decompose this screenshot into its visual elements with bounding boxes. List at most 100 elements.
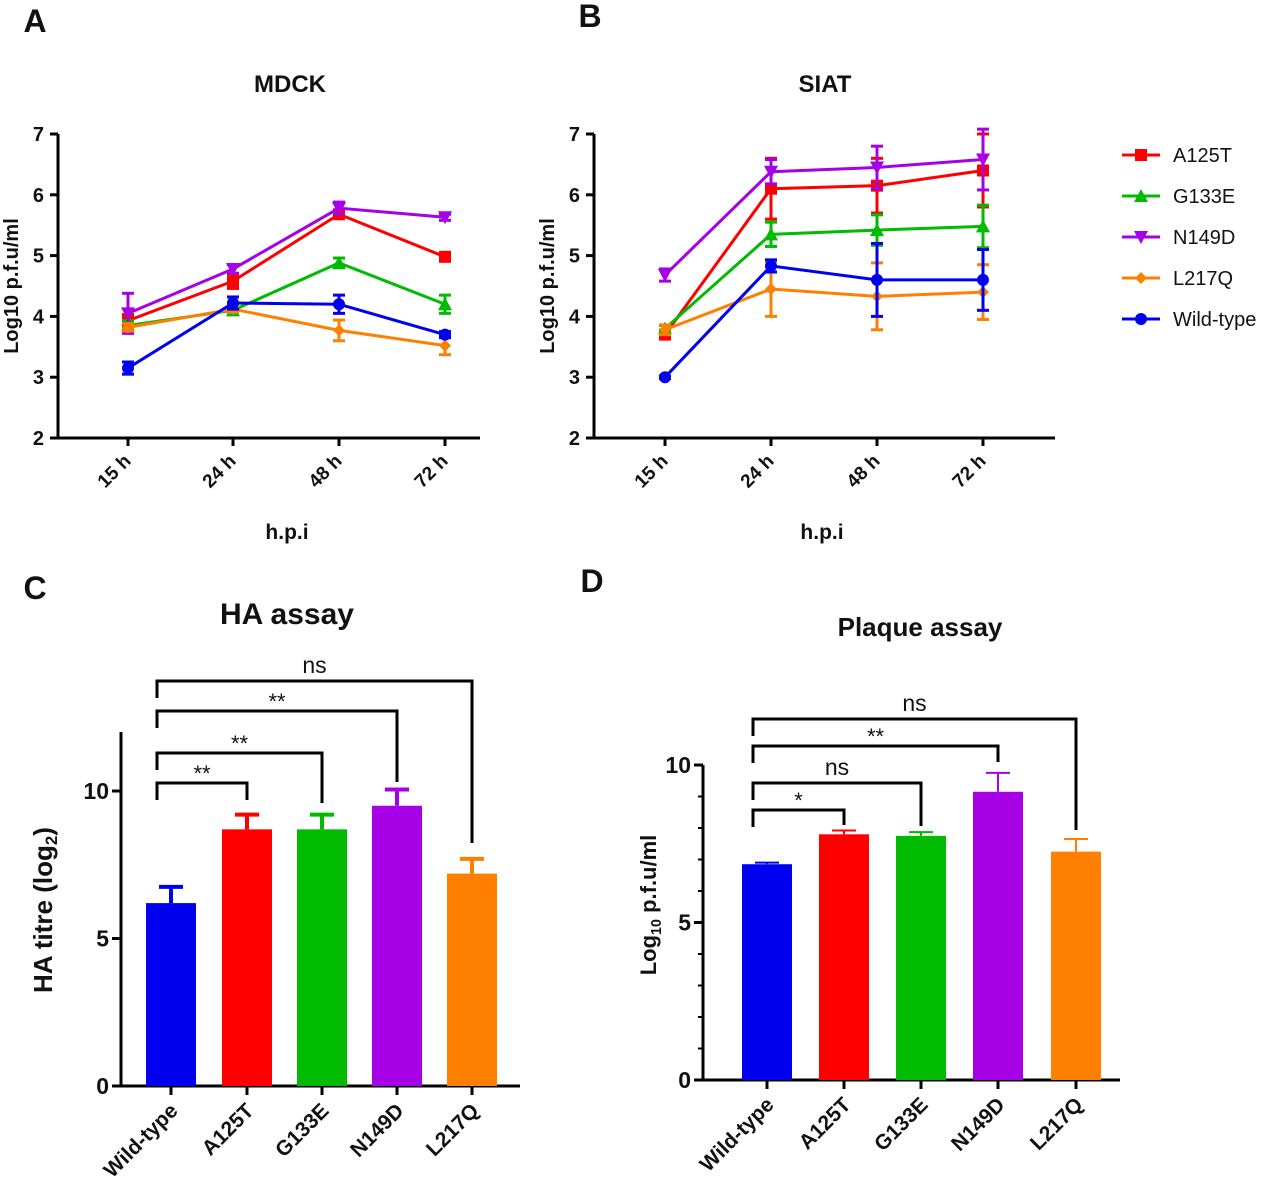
x-tick-label: Wild-type bbox=[696, 1093, 779, 1176]
marker-square bbox=[227, 275, 239, 288]
significance-bracket bbox=[751, 717, 1078, 830]
marker-triangle-up bbox=[438, 297, 452, 311]
marker-triangle-up bbox=[764, 227, 778, 241]
x-tick-label: A125T bbox=[198, 1099, 259, 1160]
marker-triangle-up bbox=[870, 223, 884, 237]
y-tick-label: 6 bbox=[33, 185, 44, 207]
chart-title: MDCK bbox=[254, 71, 327, 98]
line-chart-B: SIAT 2 3 4 5 6 7 15 h 24 h 48 h 72 h h.p.i Log10 p.f… bbox=[537, 71, 1055, 544]
chart-title: SIAT bbox=[799, 71, 852, 98]
series-line bbox=[664, 224, 984, 330]
marker-triangle-down bbox=[764, 165, 778, 179]
series-line bbox=[663, 168, 984, 336]
series-line bbox=[127, 307, 446, 348]
marker-triangle-down bbox=[870, 161, 884, 175]
y-label-subscript: 10 bbox=[649, 919, 665, 935]
marker-triangle-down bbox=[976, 153, 990, 167]
y-label-part: p.f.u/ml bbox=[636, 835, 661, 919]
significance-bracket bbox=[155, 781, 249, 800]
y-label-part: Log bbox=[636, 935, 661, 975]
line-chart-A: MDCK 2 3 4 5 6 7 15 h 24 h 48 h 72 h h.p.i Log10 p.f… bbox=[1, 71, 480, 544]
series-N149D bbox=[658, 127, 990, 283]
x-tick-label: L217Q bbox=[422, 1099, 484, 1161]
y-label-part: ) bbox=[28, 827, 58, 836]
x-tick-label: L217Q bbox=[1026, 1093, 1088, 1155]
chart-title: HA assay bbox=[220, 598, 354, 631]
marker-diamond bbox=[333, 324, 345, 337]
x-axis-label: h.p.i bbox=[265, 521, 308, 544]
y-tick-label: 6 bbox=[569, 185, 580, 207]
significance-label: ns bbox=[825, 754, 849, 780]
legend-item: L217Q bbox=[1122, 268, 1233, 290]
y-tick-label: 0 bbox=[96, 1073, 109, 1099]
y-axis-label: Log10 p.f.u/ml bbox=[1, 218, 23, 354]
x-tick-label: 15 h bbox=[94, 451, 136, 493]
marker-circle bbox=[871, 273, 883, 286]
marker-triangle-down bbox=[332, 202, 346, 216]
bar-Wild-type bbox=[742, 864, 792, 1080]
marker-triangle-down bbox=[226, 262, 240, 276]
marker-diamond bbox=[765, 283, 777, 296]
series-line bbox=[127, 212, 446, 323]
x-tick-label: N149D bbox=[346, 1099, 408, 1161]
y-tick-label: 3 bbox=[569, 367, 580, 389]
y-tick-label: 0 bbox=[678, 1067, 691, 1093]
significance-label: * bbox=[794, 788, 803, 813]
x-tick-label: G133E bbox=[870, 1093, 933, 1156]
y-tick-label: 5 bbox=[678, 910, 691, 936]
legend-label: N149D bbox=[1173, 227, 1235, 249]
significance-label: ns bbox=[302, 652, 326, 678]
series-Wild-type bbox=[122, 293, 451, 376]
marker-circle bbox=[122, 362, 134, 375]
marker-diamond bbox=[1135, 272, 1147, 284]
marker-triangle-down bbox=[121, 307, 135, 321]
marker-circle bbox=[659, 371, 671, 384]
panel-letter: A bbox=[23, 3, 46, 39]
significance-bracket bbox=[751, 808, 846, 827]
legend-label: A125T bbox=[1173, 145, 1232, 167]
significance-bracket bbox=[155, 751, 324, 803]
series-line bbox=[663, 264, 983, 379]
y-tick-label: 10 bbox=[665, 752, 691, 778]
panel-letter: B bbox=[578, 0, 601, 34]
series-A125T bbox=[122, 208, 451, 329]
marker-circle bbox=[333, 298, 345, 311]
y-tick-label: 4 bbox=[569, 306, 581, 328]
series-A125T bbox=[659, 132, 989, 341]
panel-letter: C bbox=[23, 570, 46, 606]
panel-letter: D bbox=[580, 563, 603, 599]
marker-circle bbox=[977, 273, 989, 286]
marker-diamond bbox=[439, 339, 451, 352]
series-G133E bbox=[658, 203, 990, 335]
marker-square bbox=[765, 182, 777, 195]
series-line bbox=[127, 301, 446, 370]
marker-diamond bbox=[659, 323, 671, 336]
x-tick-label: A125T bbox=[795, 1093, 856, 1154]
series-Wild-type bbox=[659, 241, 989, 384]
marker-circle bbox=[765, 259, 777, 272]
significance-label: ns bbox=[902, 690, 926, 716]
y-tick-label: 10 bbox=[83, 778, 109, 804]
x-tick-label: 72 h bbox=[411, 451, 453, 493]
legend-item: G133E bbox=[1122, 186, 1235, 208]
y-tick-label: 5 bbox=[33, 246, 44, 268]
x-tick-label: 48 h bbox=[843, 451, 885, 493]
x-tick-label: 24 h bbox=[737, 451, 779, 493]
x-tick-label: 48 h bbox=[305, 451, 347, 493]
legend: A125T G133E N149D L217Q Wild-type bbox=[1122, 145, 1256, 331]
marker-triangle-up bbox=[332, 255, 346, 269]
x-tick-label: 24 h bbox=[199, 451, 241, 493]
x-tick-label: N149D bbox=[947, 1093, 1009, 1155]
bar-G133E bbox=[297, 829, 347, 1086]
bar-N149D bbox=[973, 791, 1023, 1080]
y-axis-label: Log10 p.f.u/ml bbox=[636, 835, 665, 976]
significance-bracket bbox=[751, 744, 1000, 763]
marker-circle bbox=[439, 328, 451, 341]
bar-G133E bbox=[896, 835, 946, 1080]
bar-L217Q bbox=[447, 873, 497, 1086]
bar-Wild-type bbox=[146, 903, 196, 1086]
x-axis-label: h.p.i bbox=[800, 521, 843, 544]
legend-item: N149D bbox=[1122, 227, 1235, 249]
y-tick-label: 5 bbox=[569, 246, 580, 268]
